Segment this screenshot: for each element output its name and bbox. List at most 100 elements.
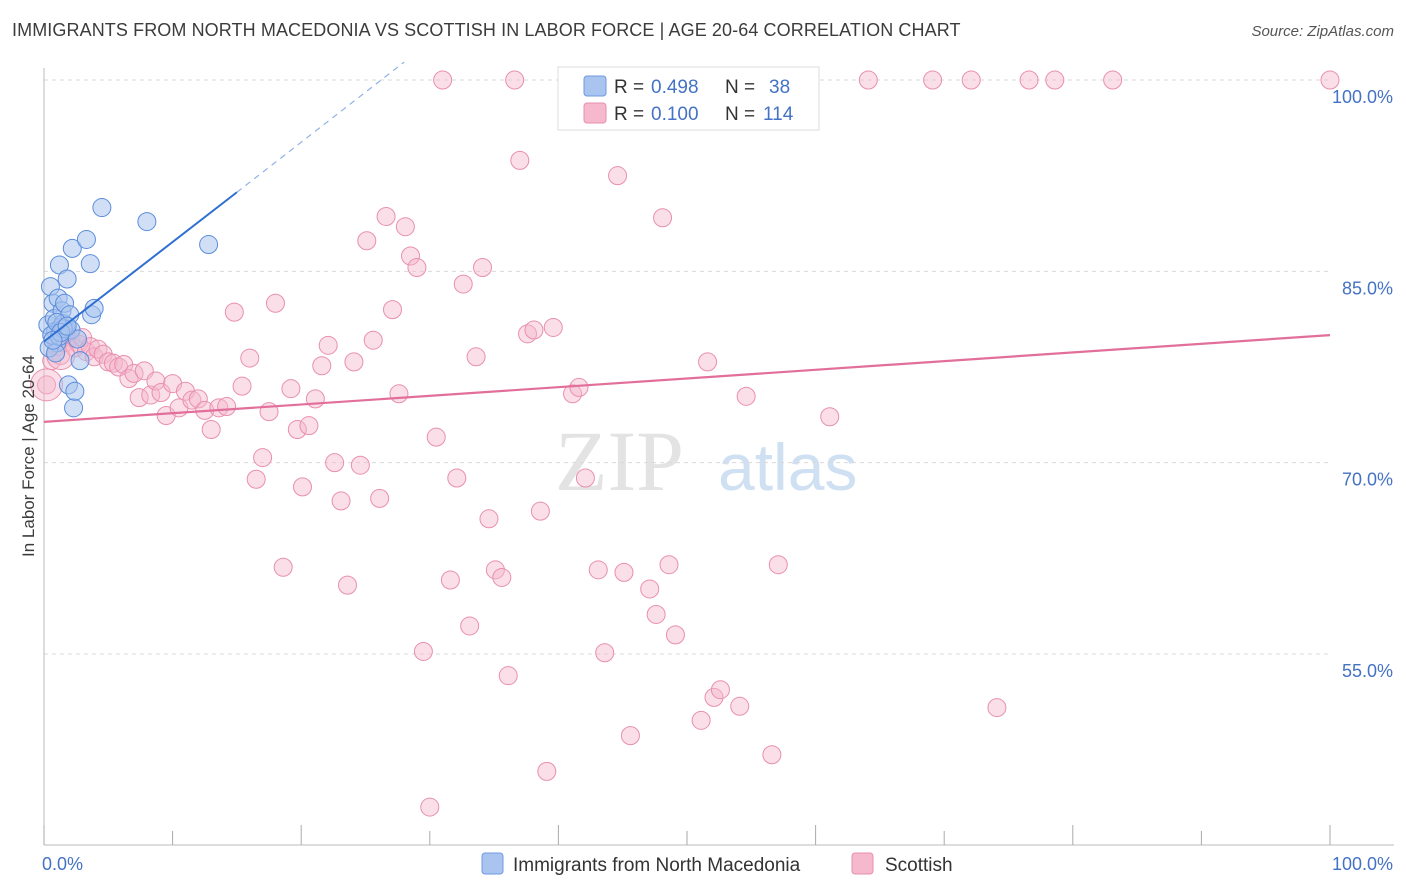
scottish-point	[646, 604, 666, 624]
gridlines	[44, 79, 1330, 655]
scottish-point	[363, 330, 383, 350]
x-tick-label-start: 0.0%	[42, 854, 83, 874]
scottish-point	[407, 258, 427, 278]
scottish-point	[312, 356, 332, 376]
scottish-point	[299, 416, 319, 436]
scottish-point	[146, 371, 166, 391]
scottish-point	[768, 555, 788, 575]
scottish-point	[188, 389, 208, 409]
scottish-point	[961, 70, 981, 90]
scottish-point	[357, 231, 377, 251]
scottish-point	[265, 293, 285, 313]
scottish-point	[318, 335, 338, 355]
scottish-point	[485, 560, 505, 580]
scottish-point	[401, 246, 421, 266]
scottish-point	[305, 389, 325, 409]
north-macedonia-point	[65, 381, 85, 401]
scottish-point	[620, 726, 640, 746]
scottish-points	[30, 70, 1340, 817]
north-macedonia-point	[137, 212, 157, 232]
scottish-point	[762, 745, 782, 765]
scottish-point	[710, 680, 730, 700]
scottish-point	[698, 352, 718, 372]
bottom-legend: Immigrants from North Macedonia Scottish	[481, 852, 953, 876]
y-tick-label-3: 100.0%	[1332, 87, 1393, 107]
x-tick-label-end: 100.0%	[1332, 854, 1393, 874]
scottish-point	[440, 570, 460, 590]
chart-title: IMMIGRANTS FROM NORTH MACEDONIA VS SCOTT…	[12, 20, 961, 40]
north-macedonia-point	[80, 254, 100, 274]
stats-r-value-blue: 0.498	[651, 77, 699, 98]
scottish-point	[1045, 70, 1065, 90]
scottish-point	[923, 70, 943, 90]
stats-r-label-blue: R =	[614, 77, 644, 98]
scottish-point	[530, 501, 550, 521]
scottish-point	[350, 455, 370, 475]
y-tick-label-1: 70.0%	[1342, 470, 1393, 490]
y-tick-label-2: 85.0%	[1342, 278, 1393, 298]
scottish-point	[858, 70, 878, 90]
scottish-point	[389, 384, 409, 404]
scottish-point	[182, 390, 202, 410]
north-macedonia-point	[76, 229, 96, 249]
scottish-point	[344, 352, 364, 372]
scottish-point	[1320, 70, 1340, 90]
scottish-point	[466, 347, 486, 367]
scottish-point	[240, 348, 260, 368]
legend-label-scottish: Scottish	[885, 855, 953, 876]
scottish-point	[246, 469, 266, 489]
legend-swatch-north-macedonia	[481, 852, 504, 875]
scottish-point	[129, 388, 149, 408]
scottish-point	[575, 468, 595, 488]
scottish-point	[426, 427, 446, 447]
stats-n-label-blue: N =	[725, 77, 755, 98]
scottish-point	[505, 70, 525, 90]
scottish-point	[292, 477, 312, 497]
scottish-point	[665, 625, 685, 645]
scottish-point	[595, 643, 615, 663]
axes	[43, 68, 1394, 846]
stats-legend-swatch-pink	[583, 102, 607, 124]
scottish-point	[370, 488, 390, 508]
scottish-point	[413, 641, 433, 661]
trendline-north-macedonia	[43, 191, 238, 343]
scottish-point	[447, 468, 467, 488]
scottish-point	[736, 386, 756, 406]
scottish-point	[691, 710, 711, 730]
north-macedonia-point	[70, 351, 90, 371]
north-macedonia-point	[92, 198, 112, 218]
scottish-point	[395, 217, 415, 237]
scottish-point	[376, 206, 396, 226]
scottish-point	[608, 166, 628, 186]
scottish-point	[88, 339, 108, 359]
legend-label-north-macedonia: Immigrants from North Macedonia	[513, 855, 801, 876]
scottish-point	[337, 575, 357, 595]
scottish-point	[473, 258, 493, 278]
stats-r-value-pink: 0.100	[651, 104, 699, 125]
scottish-point	[217, 397, 237, 417]
scottish-point	[987, 698, 1007, 718]
north-macedonia-point	[84, 298, 104, 318]
scottish-point	[543, 317, 563, 337]
scottish-point	[1103, 70, 1123, 90]
scottish-point	[119, 368, 139, 388]
source-label: Source: ZipAtlas.com	[1251, 23, 1394, 40]
stats-n-value-pink: 114	[763, 104, 794, 125]
scottish-point	[383, 300, 403, 320]
stats-legend: R = 0.498 N = 38 R = 0.100 N = 114	[557, 66, 820, 131]
scottish-point	[1019, 70, 1039, 90]
scottish-point	[820, 407, 840, 427]
scottish-point	[614, 562, 634, 582]
trendlines	[43, 61, 1331, 423]
scottish-point	[524, 320, 544, 340]
trendline-north-macedonia-extension	[236, 61, 405, 193]
scottish-point	[653, 208, 673, 228]
scottish-point	[537, 761, 557, 781]
scottish-point	[232, 376, 252, 396]
scottish-point	[453, 274, 473, 294]
trendline-scottish	[43, 334, 1331, 423]
north-macedonia-point	[57, 316, 77, 336]
scottish-point	[640, 579, 660, 599]
scottish-point	[281, 379, 301, 399]
